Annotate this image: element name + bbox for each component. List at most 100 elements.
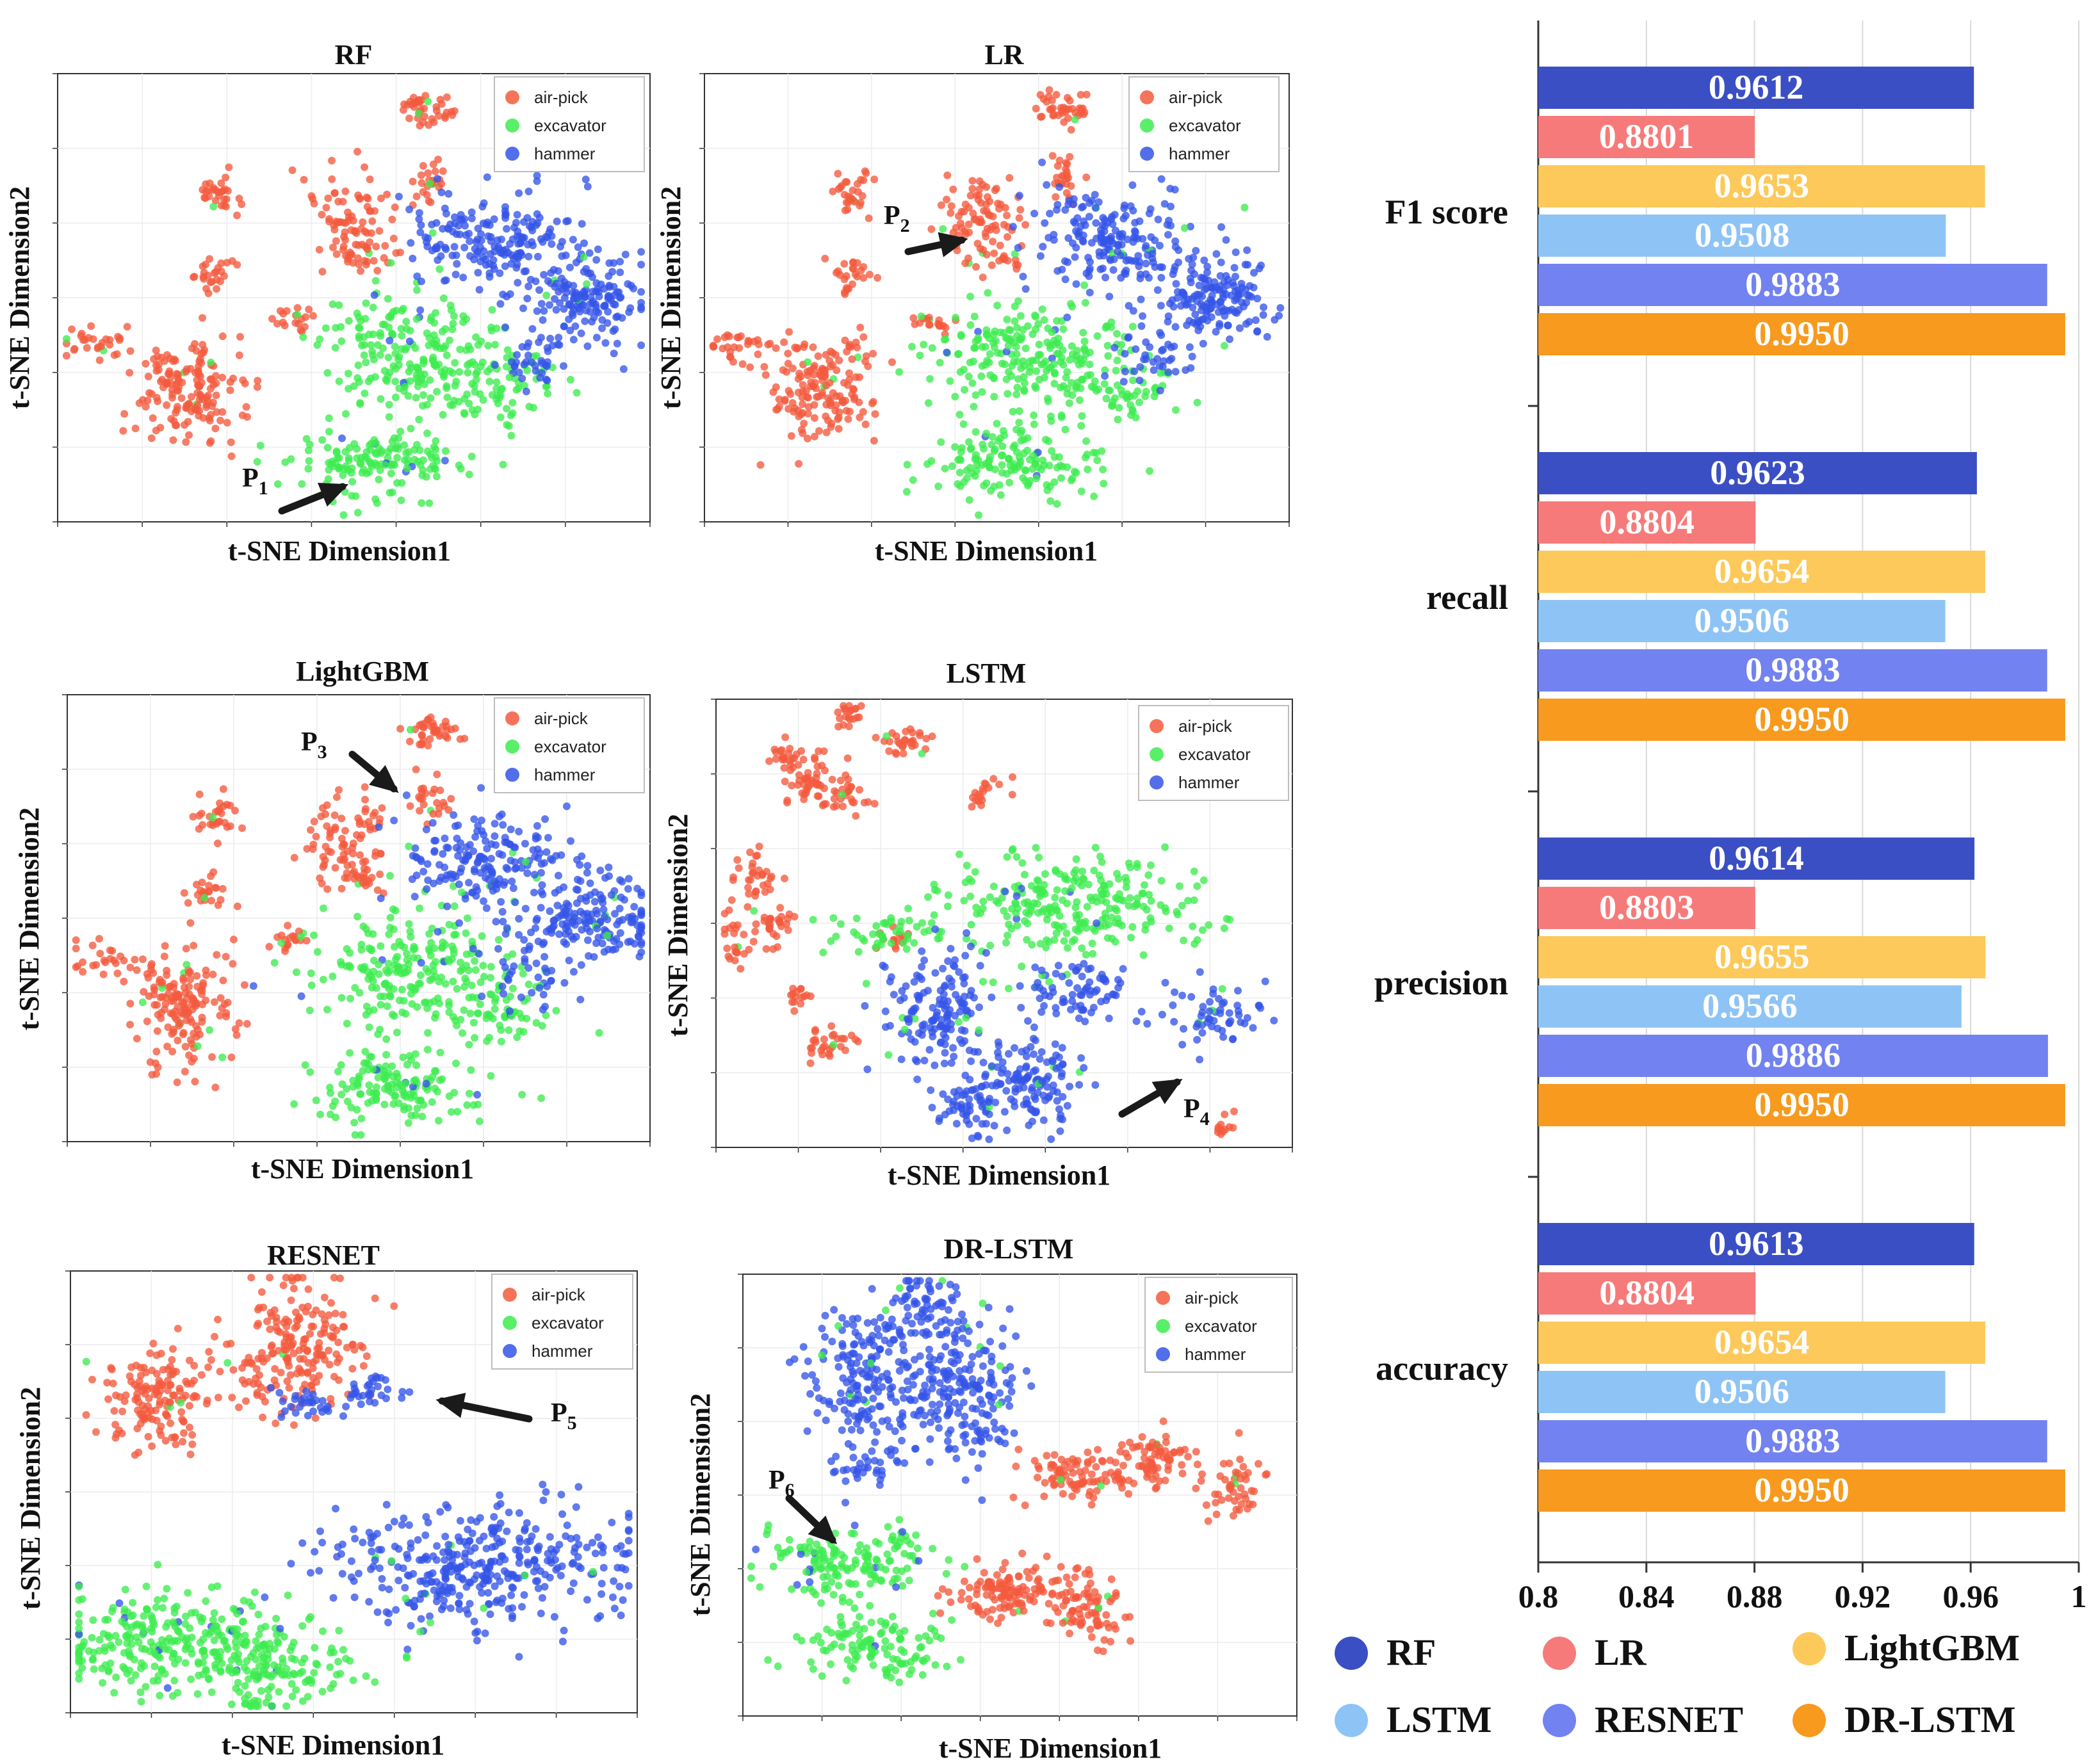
scatter-point: [1100, 380, 1109, 388]
scatter-point: [576, 861, 584, 869]
scatter-point: [439, 167, 447, 175]
scatter-point: [1021, 221, 1030, 229]
scatter-point: [519, 304, 528, 312]
scatter-point: [515, 368, 523, 376]
scatter-point: [1075, 396, 1084, 405]
scatter-point: [377, 894, 385, 903]
legend-swatch: [1140, 147, 1154, 161]
scatter-point: [1178, 991, 1187, 999]
scatter-point: [398, 307, 406, 315]
scatter-point: [916, 352, 924, 360]
scatter-point: [973, 910, 981, 918]
scatter-point: [1235, 1011, 1243, 1019]
legend-swatch: [1140, 118, 1154, 133]
scatter-point: [1156, 386, 1164, 394]
scatter-point: [552, 305, 560, 314]
scatter-point: [920, 928, 929, 936]
scatter-point: [966, 991, 975, 999]
scatter-point: [637, 248, 646, 256]
scatter-point: [435, 360, 443, 369]
scatter-point: [1129, 376, 1137, 384]
scatter-point: [533, 252, 542, 261]
scatter-point: [376, 870, 384, 878]
scatter-point: [1016, 312, 1025, 320]
scatter-point: [363, 257, 371, 266]
scatter-point: [972, 428, 980, 436]
scatter-point: [316, 1110, 325, 1119]
scatter-point: [507, 825, 515, 834]
scatter-point: [323, 801, 331, 809]
scatter-point: [842, 396, 850, 405]
scatter-point: [1188, 352, 1196, 360]
scatter-point: [952, 1119, 961, 1128]
scatter-point: [204, 391, 212, 400]
scatter-point: [856, 323, 865, 332]
scatter-point: [1020, 1083, 1028, 1092]
scatter-point: [736, 332, 745, 340]
scatter-point: [963, 1102, 972, 1110]
scatter-point: [941, 1005, 949, 1013]
scatter-point: [546, 301, 554, 309]
scatter-point: [344, 254, 352, 263]
scatter-point: [1080, 337, 1089, 346]
scatter-point: [480, 897, 488, 905]
scatter-point: [408, 875, 416, 884]
scatter-point: [956, 368, 964, 376]
scatter-point: [442, 245, 450, 254]
scatter-point: [989, 978, 997, 987]
scatter-point: [471, 957, 479, 965]
scatter-point: [456, 215, 464, 223]
scatter-point: [1037, 1048, 1046, 1056]
scatter-point: [1081, 918, 1089, 926]
scatter-point: [1134, 252, 1143, 260]
scatter-point: [462, 346, 470, 354]
scatter-point: [388, 437, 396, 446]
scatter-point: [986, 941, 995, 950]
scatter-point: [462, 231, 470, 239]
scatter-point: [806, 1059, 815, 1067]
scatter-point: [487, 991, 496, 999]
scatter-point: [917, 312, 925, 320]
scatter-point: [1261, 977, 1269, 985]
scatter-point: [206, 416, 214, 425]
scatter-point: [803, 434, 811, 442]
scatter-point: [465, 1089, 473, 1097]
scatter-point: [191, 1002, 200, 1010]
scatter-point: [989, 238, 997, 246]
scatter-point: [318, 211, 326, 219]
scatter-point: [1251, 316, 1260, 325]
scatter-point: [335, 464, 343, 472]
scatter-point: [368, 1097, 377, 1105]
scatter-point: [462, 929, 470, 937]
scatter-point: [830, 795, 838, 803]
scatter-point: [964, 220, 973, 229]
scatter-point: [495, 813, 503, 821]
scatter-point: [872, 922, 881, 930]
scatter-point: [532, 959, 541, 967]
scatter-point: [546, 225, 555, 233]
scatter-point: [96, 950, 104, 958]
scatter-point: [513, 351, 521, 359]
scatter-point: [735, 864, 743, 872]
scatter-point: [1011, 317, 1019, 325]
scatter-point: [809, 1037, 818, 1045]
scatter-point: [414, 1096, 423, 1105]
scatter-point: [326, 829, 334, 837]
scatter-point: [1059, 360, 1068, 369]
scatter-point: [393, 1028, 401, 1037]
scatter-point: [447, 795, 455, 803]
scatter-point: [385, 413, 393, 421]
scatter-point: [532, 352, 541, 360]
scatter-point: [120, 410, 129, 418]
scatter-point: [764, 341, 772, 349]
scatter-point: [1138, 312, 1146, 320]
scatter-point: [1200, 256, 1208, 264]
scatter-point: [894, 738, 902, 746]
scatter-point: [329, 972, 337, 980]
scatter-point: [468, 982, 476, 990]
scatter-point: [1191, 940, 1199, 948]
scatter-point: [785, 328, 793, 336]
scatter-point: [565, 956, 573, 964]
scatter-point: [851, 1035, 859, 1044]
scatter-point: [994, 199, 1002, 207]
